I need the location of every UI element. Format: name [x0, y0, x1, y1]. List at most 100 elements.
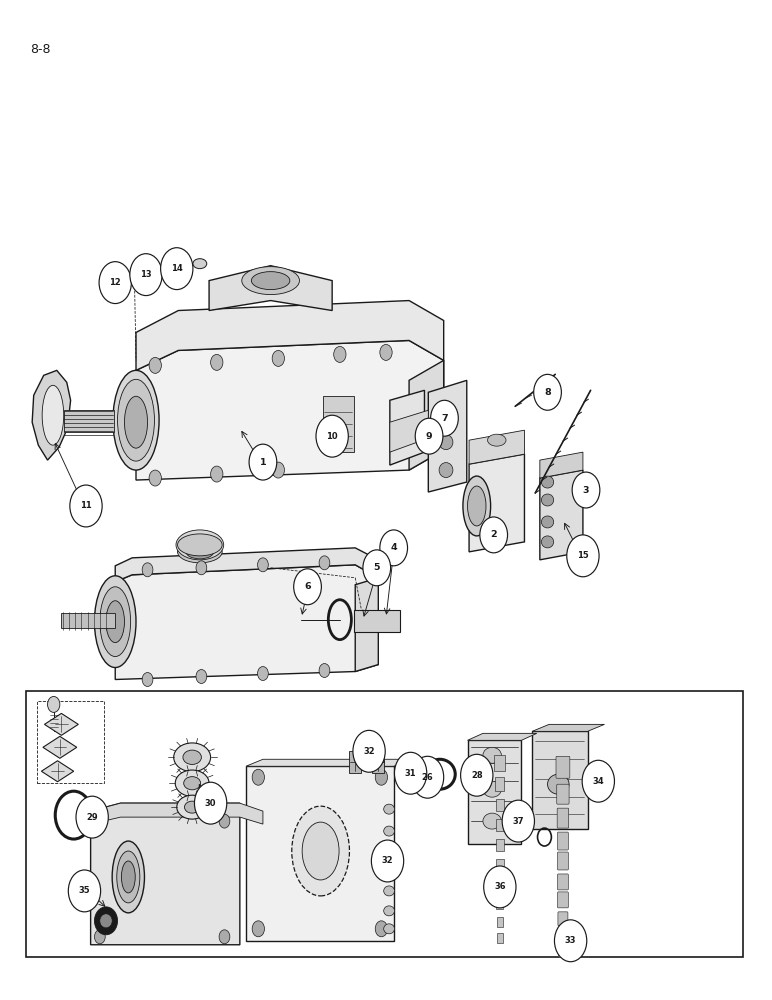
FancyBboxPatch shape [557, 784, 569, 804]
Circle shape [252, 769, 265, 785]
Ellipse shape [384, 826, 394, 836]
Bar [65, 410, 114, 432]
Circle shape [380, 344, 392, 360]
Circle shape [273, 462, 284, 478]
Circle shape [149, 470, 161, 486]
Polygon shape [115, 548, 378, 582]
Ellipse shape [42, 385, 64, 445]
Ellipse shape [439, 435, 453, 450]
FancyBboxPatch shape [557, 808, 569, 828]
Circle shape [431, 400, 459, 436]
Text: 11: 11 [80, 501, 92, 510]
Text: 32: 32 [381, 856, 394, 865]
Circle shape [258, 667, 269, 680]
Circle shape [142, 563, 153, 577]
Circle shape [196, 670, 207, 683]
Ellipse shape [488, 434, 506, 446]
FancyBboxPatch shape [557, 874, 568, 890]
Circle shape [380, 530, 408, 566]
Ellipse shape [112, 841, 144, 913]
Ellipse shape [94, 576, 136, 668]
Text: 12: 12 [110, 278, 121, 287]
Circle shape [195, 782, 227, 824]
Ellipse shape [175, 770, 209, 796]
Polygon shape [355, 578, 378, 672]
Polygon shape [115, 565, 378, 680]
Ellipse shape [541, 516, 554, 528]
Circle shape [219, 814, 230, 828]
Circle shape [572, 472, 600, 508]
Text: 9: 9 [426, 432, 432, 441]
Circle shape [69, 485, 102, 527]
Text: 14: 14 [171, 264, 183, 273]
Ellipse shape [439, 408, 453, 423]
FancyBboxPatch shape [558, 944, 567, 958]
Ellipse shape [177, 795, 208, 819]
Circle shape [319, 556, 330, 570]
Polygon shape [469, 454, 524, 552]
Bar [349, 751, 361, 773]
Ellipse shape [144, 267, 163, 281]
Bar [26, 691, 743, 957]
Ellipse shape [186, 545, 214, 559]
Bar [496, 859, 503, 871]
Ellipse shape [100, 914, 112, 928]
Circle shape [130, 254, 162, 296]
Bar [354, 610, 400, 632]
Polygon shape [532, 724, 604, 731]
Circle shape [375, 921, 388, 937]
Polygon shape [540, 452, 583, 478]
Circle shape [196, 561, 207, 575]
Circle shape [219, 930, 230, 944]
Bar [468, 740, 521, 844]
Circle shape [363, 550, 391, 586]
Polygon shape [409, 360, 444, 470]
Text: 10: 10 [327, 432, 338, 441]
Circle shape [249, 444, 277, 480]
Ellipse shape [185, 801, 200, 813]
Circle shape [461, 754, 493, 796]
Circle shape [252, 921, 265, 937]
Polygon shape [136, 340, 444, 480]
Circle shape [94, 930, 105, 944]
Text: 4: 4 [391, 543, 397, 552]
Circle shape [375, 769, 388, 785]
Bar [494, 755, 505, 771]
Text: 7: 7 [441, 414, 448, 423]
Polygon shape [43, 736, 76, 758]
Ellipse shape [113, 370, 159, 470]
Text: 8-8: 8-8 [31, 43, 51, 56]
Bar [62, 613, 115, 628]
Polygon shape [469, 430, 524, 464]
Ellipse shape [94, 907, 117, 935]
Circle shape [211, 354, 223, 370]
Ellipse shape [384, 804, 394, 814]
Circle shape [99, 262, 131, 304]
Ellipse shape [384, 866, 394, 876]
Text: 33: 33 [565, 936, 577, 945]
FancyBboxPatch shape [557, 832, 568, 850]
Ellipse shape [124, 396, 147, 448]
Ellipse shape [106, 601, 124, 643]
Text: 31: 31 [405, 769, 416, 778]
Circle shape [319, 664, 330, 678]
Circle shape [334, 346, 346, 362]
Ellipse shape [183, 750, 201, 764]
FancyBboxPatch shape [556, 756, 570, 778]
Ellipse shape [193, 259, 207, 269]
Text: 8: 8 [544, 388, 551, 397]
Polygon shape [390, 410, 428, 452]
FancyBboxPatch shape [558, 930, 567, 944]
Ellipse shape [117, 379, 154, 461]
Polygon shape [390, 390, 425, 465]
Bar [532, 731, 587, 829]
Ellipse shape [439, 463, 453, 478]
Ellipse shape [463, 476, 491, 536]
Text: 36: 36 [494, 882, 506, 891]
Ellipse shape [541, 476, 554, 488]
Text: 26: 26 [422, 773, 433, 782]
Polygon shape [209, 266, 332, 311]
Text: 5: 5 [374, 563, 380, 572]
Text: 37: 37 [513, 817, 524, 826]
Ellipse shape [384, 924, 394, 934]
